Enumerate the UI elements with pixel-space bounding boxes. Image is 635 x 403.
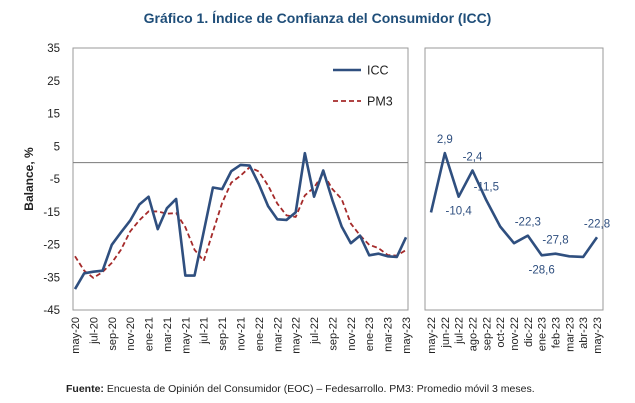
x-tick-label: dic-22: [523, 317, 535, 347]
x-tick-label: sep-22: [481, 317, 493, 351]
x-tick-label: nov-22: [509, 317, 521, 351]
x-tick-label: jun-22: [440, 317, 452, 349]
x-tick-label: may-23: [592, 317, 604, 354]
plot-frame: [72, 47, 409, 311]
chart-title: Gráfico 1. Índice de Confianza del Consu…: [143, 10, 492, 26]
x-tick-label: mar-22: [272, 317, 284, 352]
legend-pm3-label: PM3: [367, 95, 393, 109]
x-tick-label: may-22: [291, 317, 303, 354]
right-chart-panel: may-22 jun-22 jul-22 ago-22 sep-22 oct-22 nov-…: [424, 47, 610, 354]
y-tick-label: 15: [47, 109, 60, 121]
x-tick-label: nov-21: [236, 317, 248, 351]
x-tick-label: nov-22: [346, 317, 358, 351]
y-tick-label: 25: [47, 76, 60, 88]
x-tick-label: jul-21: [199, 317, 211, 345]
x-tick-label: may-22: [426, 317, 438, 354]
data-label: -2,4: [463, 151, 483, 163]
x-tick-label: may-20: [70, 317, 82, 354]
data-label: -11,5: [474, 181, 499, 193]
y-tick-label: -45: [43, 305, 60, 317]
x-tick-label: nov-20: [125, 317, 137, 351]
x-tick-label: mar-23: [564, 317, 576, 352]
series-pm3-line: [74, 166, 407, 279]
y-tick-label: -25: [43, 240, 60, 252]
x-tick-label: feb-23: [551, 317, 563, 348]
plot-frame: [424, 47, 604, 311]
series-icc-line: [73, 151, 408, 290]
y-axis-label: Balance, %: [22, 147, 36, 211]
x-tick-label: ene-23: [364, 317, 376, 351]
y-tick-label: -5: [50, 174, 60, 186]
data-label: -22,8: [584, 218, 610, 230]
data-label: 2,9: [437, 134, 453, 146]
data-label: -27,8: [542, 235, 568, 247]
data-label: -22,3: [515, 217, 541, 229]
x-tick-label: ene-23: [537, 317, 549, 351]
x-tick-label: ene-22: [254, 317, 266, 351]
x-tick-label: abr-23: [578, 317, 590, 349]
x-tick-label: sep-20: [107, 317, 119, 351]
y-tick-label: -15: [43, 207, 60, 219]
source-text: Encuesta de Opinión del Consumidor (EOC)…: [103, 383, 535, 395]
data-label: -28,6: [529, 264, 555, 276]
x-tick-label: sep-21: [217, 317, 229, 351]
x-tick-label: jul-22: [309, 317, 321, 345]
x-tick-label: oct-22: [495, 317, 507, 348]
x-tick-label: may-23: [401, 317, 413, 354]
x-tick-label: mar-23: [383, 317, 395, 352]
x-tick-label: jul-22: [454, 317, 466, 345]
y-tick-label: 5: [54, 141, 60, 153]
x-tick-label: mar-21: [162, 317, 174, 352]
x-tick-label: ene-21: [144, 317, 156, 351]
y-tick-label: 35: [47, 43, 60, 55]
legend-icc-label: ICC: [367, 64, 389, 78]
left-chart-panel: 35 25 15 5 -5 -15 -25 -35 -45 Balance, % may-20 jul…: [22, 43, 413, 354]
data-label: -10,4: [446, 206, 473, 218]
x-tick-label: may-21: [180, 317, 192, 354]
y-tick-label: -35: [43, 272, 60, 284]
x-tick-label: ago-22: [468, 317, 480, 351]
source-label: Fuente:: [66, 383, 104, 395]
series-icc-line: [429, 151, 599, 259]
source-note: Fuente: Encuesta de Opinión del Consumid…: [66, 383, 535, 395]
x-tick-label: jul-20: [88, 317, 100, 345]
x-tick-label: sep-22: [327, 317, 339, 351]
